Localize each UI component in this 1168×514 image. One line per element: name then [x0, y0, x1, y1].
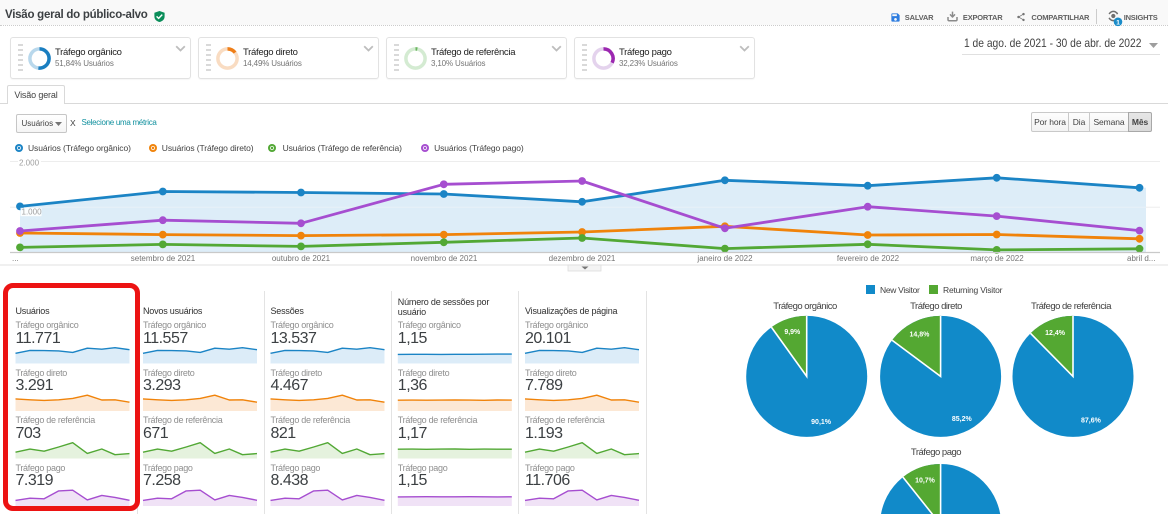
svg-text:outubro de 2021: outubro de 2021 [272, 254, 331, 263]
svg-text:março de 2022: março de 2022 [970, 254, 1024, 263]
svg-text:dezembro de 2021: dezembro de 2021 [549, 254, 616, 263]
svg-text:1.000: 1.000 [22, 208, 43, 217]
svg-text:12,4%: 12,4% [1045, 330, 1066, 337]
svg-text:1: 1 [1116, 19, 1120, 26]
svg-text:90,1%: 90,1% [811, 419, 832, 426]
svg-text:14,8%: 14,8% [909, 332, 930, 339]
svg-text:2.000: 2.000 [19, 159, 40, 168]
svg-text:10,7%: 10,7% [915, 478, 936, 485]
svg-text:abril d...: abril d... [1127, 254, 1155, 263]
svg-text:9,9%: 9,9% [784, 329, 801, 336]
svg-text:85,2%: 85,2% [952, 416, 973, 423]
svg-text:...: ... [12, 254, 19, 263]
svg-text:87,6%: 87,6% [1081, 418, 1102, 425]
svg-text:fevereiro de 2022: fevereiro de 2022 [837, 254, 900, 263]
svg-text:setembro de 2021: setembro de 2021 [131, 254, 196, 263]
svg-text:janeiro de 2022: janeiro de 2022 [696, 254, 753, 263]
svg-text:novembro de 2021: novembro de 2021 [411, 254, 478, 263]
